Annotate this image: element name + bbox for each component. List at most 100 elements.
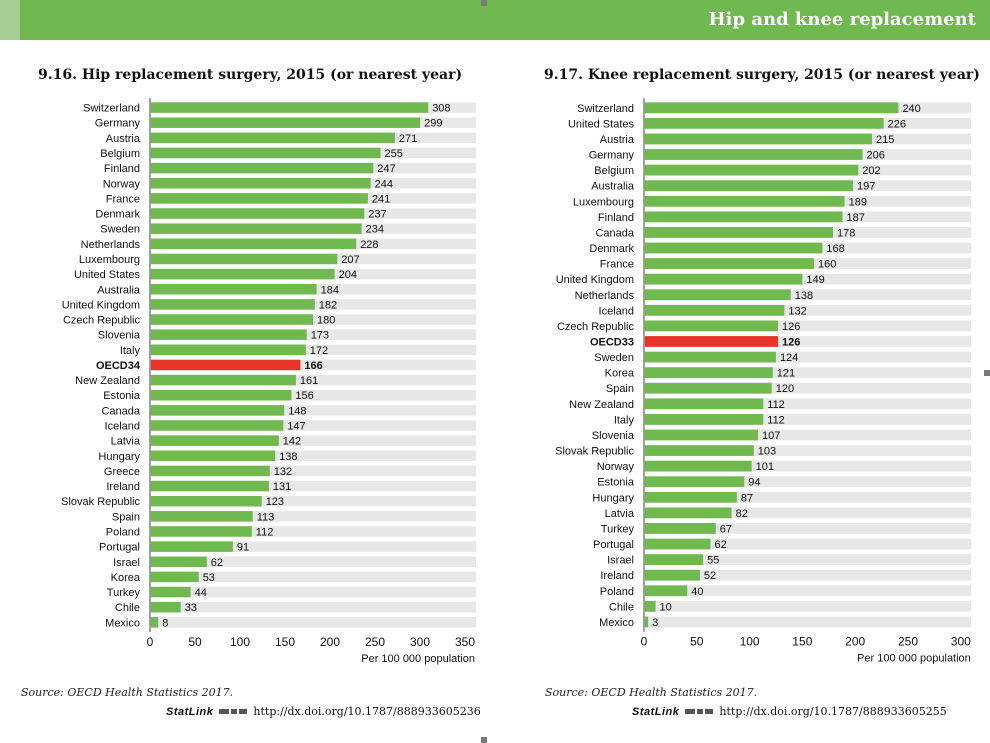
bar — [645, 304, 785, 316]
row-band — [644, 320, 971, 332]
x-tick-label: 350 — [455, 635, 475, 649]
bar — [151, 617, 159, 628]
data-label: 148 — [288, 405, 306, 417]
bar — [645, 554, 704, 566]
category-label: United Kingdom — [62, 299, 140, 311]
row-band — [644, 336, 971, 347]
data-label: 147 — [287, 421, 305, 433]
x-tick-label: 200 — [320, 635, 340, 649]
category-label: Australia — [97, 284, 141, 296]
row-band — [150, 435, 476, 446]
bar — [645, 133, 873, 145]
data-label: 124 — [780, 352, 798, 364]
bar — [151, 208, 365, 219]
bar — [151, 465, 270, 477]
category-label: Australia — [591, 181, 635, 193]
data-label: 40 — [691, 586, 703, 598]
x-tick-label: 250 — [898, 635, 918, 649]
data-label: 197 — [857, 181, 875, 193]
bar — [645, 289, 791, 301]
bar — [645, 585, 688, 597]
knee-statlink[interactable]: StatLink http://dx.doi.org/10.1787/88893… — [632, 705, 947, 718]
category-label: Slovenia — [592, 430, 635, 442]
bar — [151, 450, 276, 462]
row-band — [150, 586, 476, 598]
data-label: 91 — [237, 542, 249, 554]
x-tick-label: 300 — [410, 635, 430, 649]
bar — [645, 507, 732, 519]
row-band — [644, 569, 971, 581]
x-tick-label: 250 — [365, 635, 385, 649]
row-band — [644, 585, 971, 597]
data-label: 255 — [385, 148, 403, 160]
data-label: 132 — [274, 466, 292, 478]
hip-statlink-url[interactable]: http://dx.doi.org/10.1787/888933605236 — [253, 705, 481, 718]
hip-source-note: Source: OECD Health Statistics 2017. — [21, 686, 234, 699]
hip-chart-panel: 9.16. Hip replacement surgery, 2015 (or … — [20, 60, 490, 665]
bar — [151, 541, 233, 552]
bar — [645, 180, 854, 192]
row-band — [644, 616, 971, 628]
data-label: 161 — [300, 375, 318, 387]
row-band — [644, 538, 971, 550]
category-label: Sweden — [100, 224, 140, 236]
header-left-strip — [0, 0, 20, 40]
data-label: 299 — [424, 118, 442, 130]
bar — [151, 511, 253, 522]
data-label: 112 — [767, 399, 785, 411]
bar — [151, 117, 421, 128]
data-label: 215 — [876, 134, 894, 146]
category-label: Estonia — [597, 477, 635, 489]
bar — [151, 102, 429, 113]
category-label: Switzerland — [577, 103, 634, 115]
category-label: Iceland — [105, 421, 140, 433]
row-band — [150, 465, 476, 477]
category-label: Canada — [101, 405, 140, 417]
row-band — [644, 304, 971, 316]
data-label: 120 — [776, 383, 794, 395]
bar — [151, 556, 207, 568]
data-label: 204 — [339, 269, 357, 281]
data-label: 103 — [758, 446, 776, 458]
x-tick-label: 200 — [845, 635, 865, 649]
category-label: Ireland — [106, 481, 140, 493]
bar — [151, 178, 371, 189]
row-band — [150, 601, 476, 613]
category-label: Hungary — [592, 492, 634, 504]
data-label: 52 — [704, 570, 716, 582]
bar — [645, 476, 745, 488]
row-band — [150, 556, 476, 568]
x-tick-label: 100 — [230, 635, 250, 649]
bar — [645, 117, 884, 129]
bar — [645, 398, 764, 410]
bar — [645, 164, 859, 176]
knee-source-note: Source: OECD Health Statistics 2017. — [545, 686, 758, 699]
statlink-label: StatLink — [166, 705, 214, 718]
category-label: Switzerland — [83, 103, 140, 115]
bar — [151, 238, 357, 250]
x-axis-label: Per 100 000 population — [361, 653, 475, 665]
knee-chart-panel: 9.17. Knee replacement surgery, 2015 (or… — [530, 60, 985, 665]
data-label: 121 — [777, 368, 795, 380]
statlink-icon — [685, 707, 714, 716]
category-label: Mexico — [599, 617, 634, 629]
category-label: United States — [74, 269, 141, 281]
category-label: Portugal — [99, 542, 140, 554]
knee-statlink-url[interactable]: http://dx.doi.org/10.1787/888933605255 — [719, 705, 947, 718]
corner-marker — [481, 0, 487, 6]
category-label: Austria — [106, 133, 141, 145]
category-label: United States — [568, 118, 635, 130]
x-tick-label: 0 — [641, 635, 648, 649]
data-label: 206 — [867, 150, 885, 162]
bar — [645, 149, 863, 160]
row-band — [644, 600, 971, 612]
category-label: Turkey — [601, 523, 635, 535]
category-label: Korea — [605, 368, 635, 380]
hip-statlink[interactable]: StatLink http://dx.doi.org/10.1787/88893… — [166, 705, 481, 718]
bar — [151, 571, 199, 583]
data-label: 241 — [372, 193, 390, 205]
category-label: Denmark — [589, 243, 634, 255]
data-label: 244 — [375, 178, 393, 190]
category-label: Norway — [103, 178, 141, 190]
edge-marker — [984, 370, 990, 376]
